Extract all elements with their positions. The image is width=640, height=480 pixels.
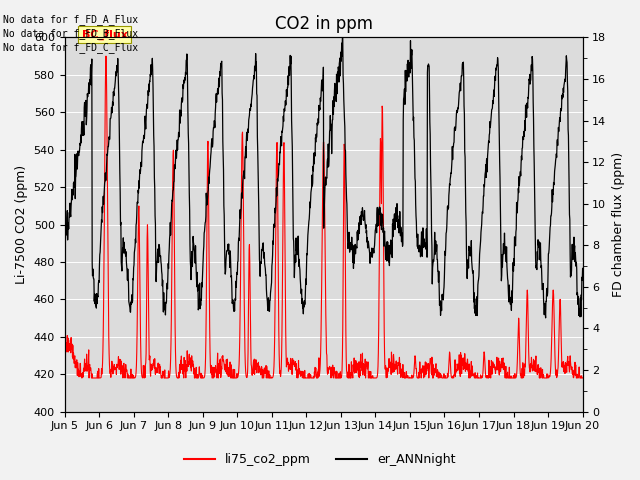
Text: No data for f_FD_B_Flux: No data for f_FD_B_Flux	[3, 28, 138, 39]
Legend: li75_co2_ppm, er_ANNnight: li75_co2_ppm, er_ANNnight	[179, 448, 461, 471]
Text: No data for f_FD_C_Flux: No data for f_FD_C_Flux	[3, 42, 138, 53]
Title: CO2 in ppm: CO2 in ppm	[275, 15, 372, 33]
Text: No data for f_FD_A_Flux: No data for f_FD_A_Flux	[3, 13, 138, 24]
Y-axis label: FD chamber flux (ppm): FD chamber flux (ppm)	[612, 152, 625, 297]
Text: BC_flux: BC_flux	[82, 29, 127, 39]
Y-axis label: Li-7500 CO2 (ppm): Li-7500 CO2 (ppm)	[15, 165, 28, 284]
